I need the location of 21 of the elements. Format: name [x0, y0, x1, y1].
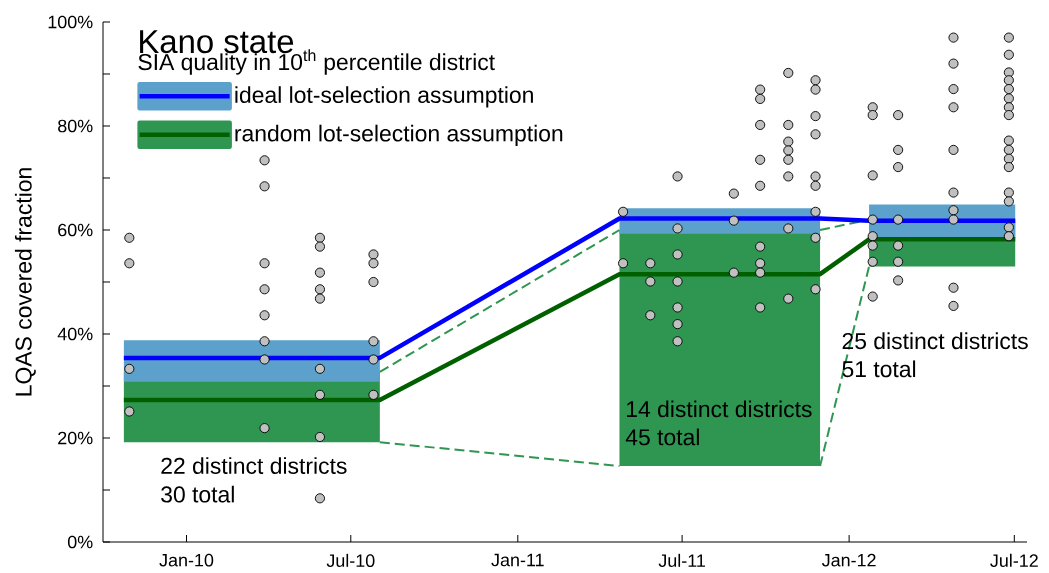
annotation: 30 total [161, 485, 234, 503]
x-tick-label: Jan-10 [159, 553, 214, 567]
annotation: 25 distinct districts [842, 332, 1028, 350]
y-tick-label: 20% [58, 431, 93, 445]
y-tick-label: 40% [57, 327, 93, 341]
y-tick-label: 60% [58, 223, 93, 237]
y-tick-label: 100% [48, 15, 93, 29]
y-tick-label: 80% [58, 119, 93, 133]
x-tick-label: Jan-11 [491, 553, 544, 567]
y-axis-title: LQAS covered fraction [14, 168, 36, 396]
y-tick-label: 0% [67, 535, 93, 549]
annotation: 51 total [842, 360, 916, 378]
legend-label: ideal lot-selection assumption [235, 86, 533, 108]
annotation: 45 total [625, 428, 699, 446]
x-tick-label: Jan-12 [821, 553, 876, 567]
x-tick-label: Jul-10 [326, 553, 375, 567]
legend-label: random lot-selection assumption [235, 124, 563, 147]
annotation: 14 distinct districts [627, 400, 812, 418]
annotation: 22 distinct districts [161, 457, 347, 474]
x-tick-label: Jul-12 [990, 553, 1038, 567]
x-tick-label: Jul-11 [658, 553, 705, 567]
